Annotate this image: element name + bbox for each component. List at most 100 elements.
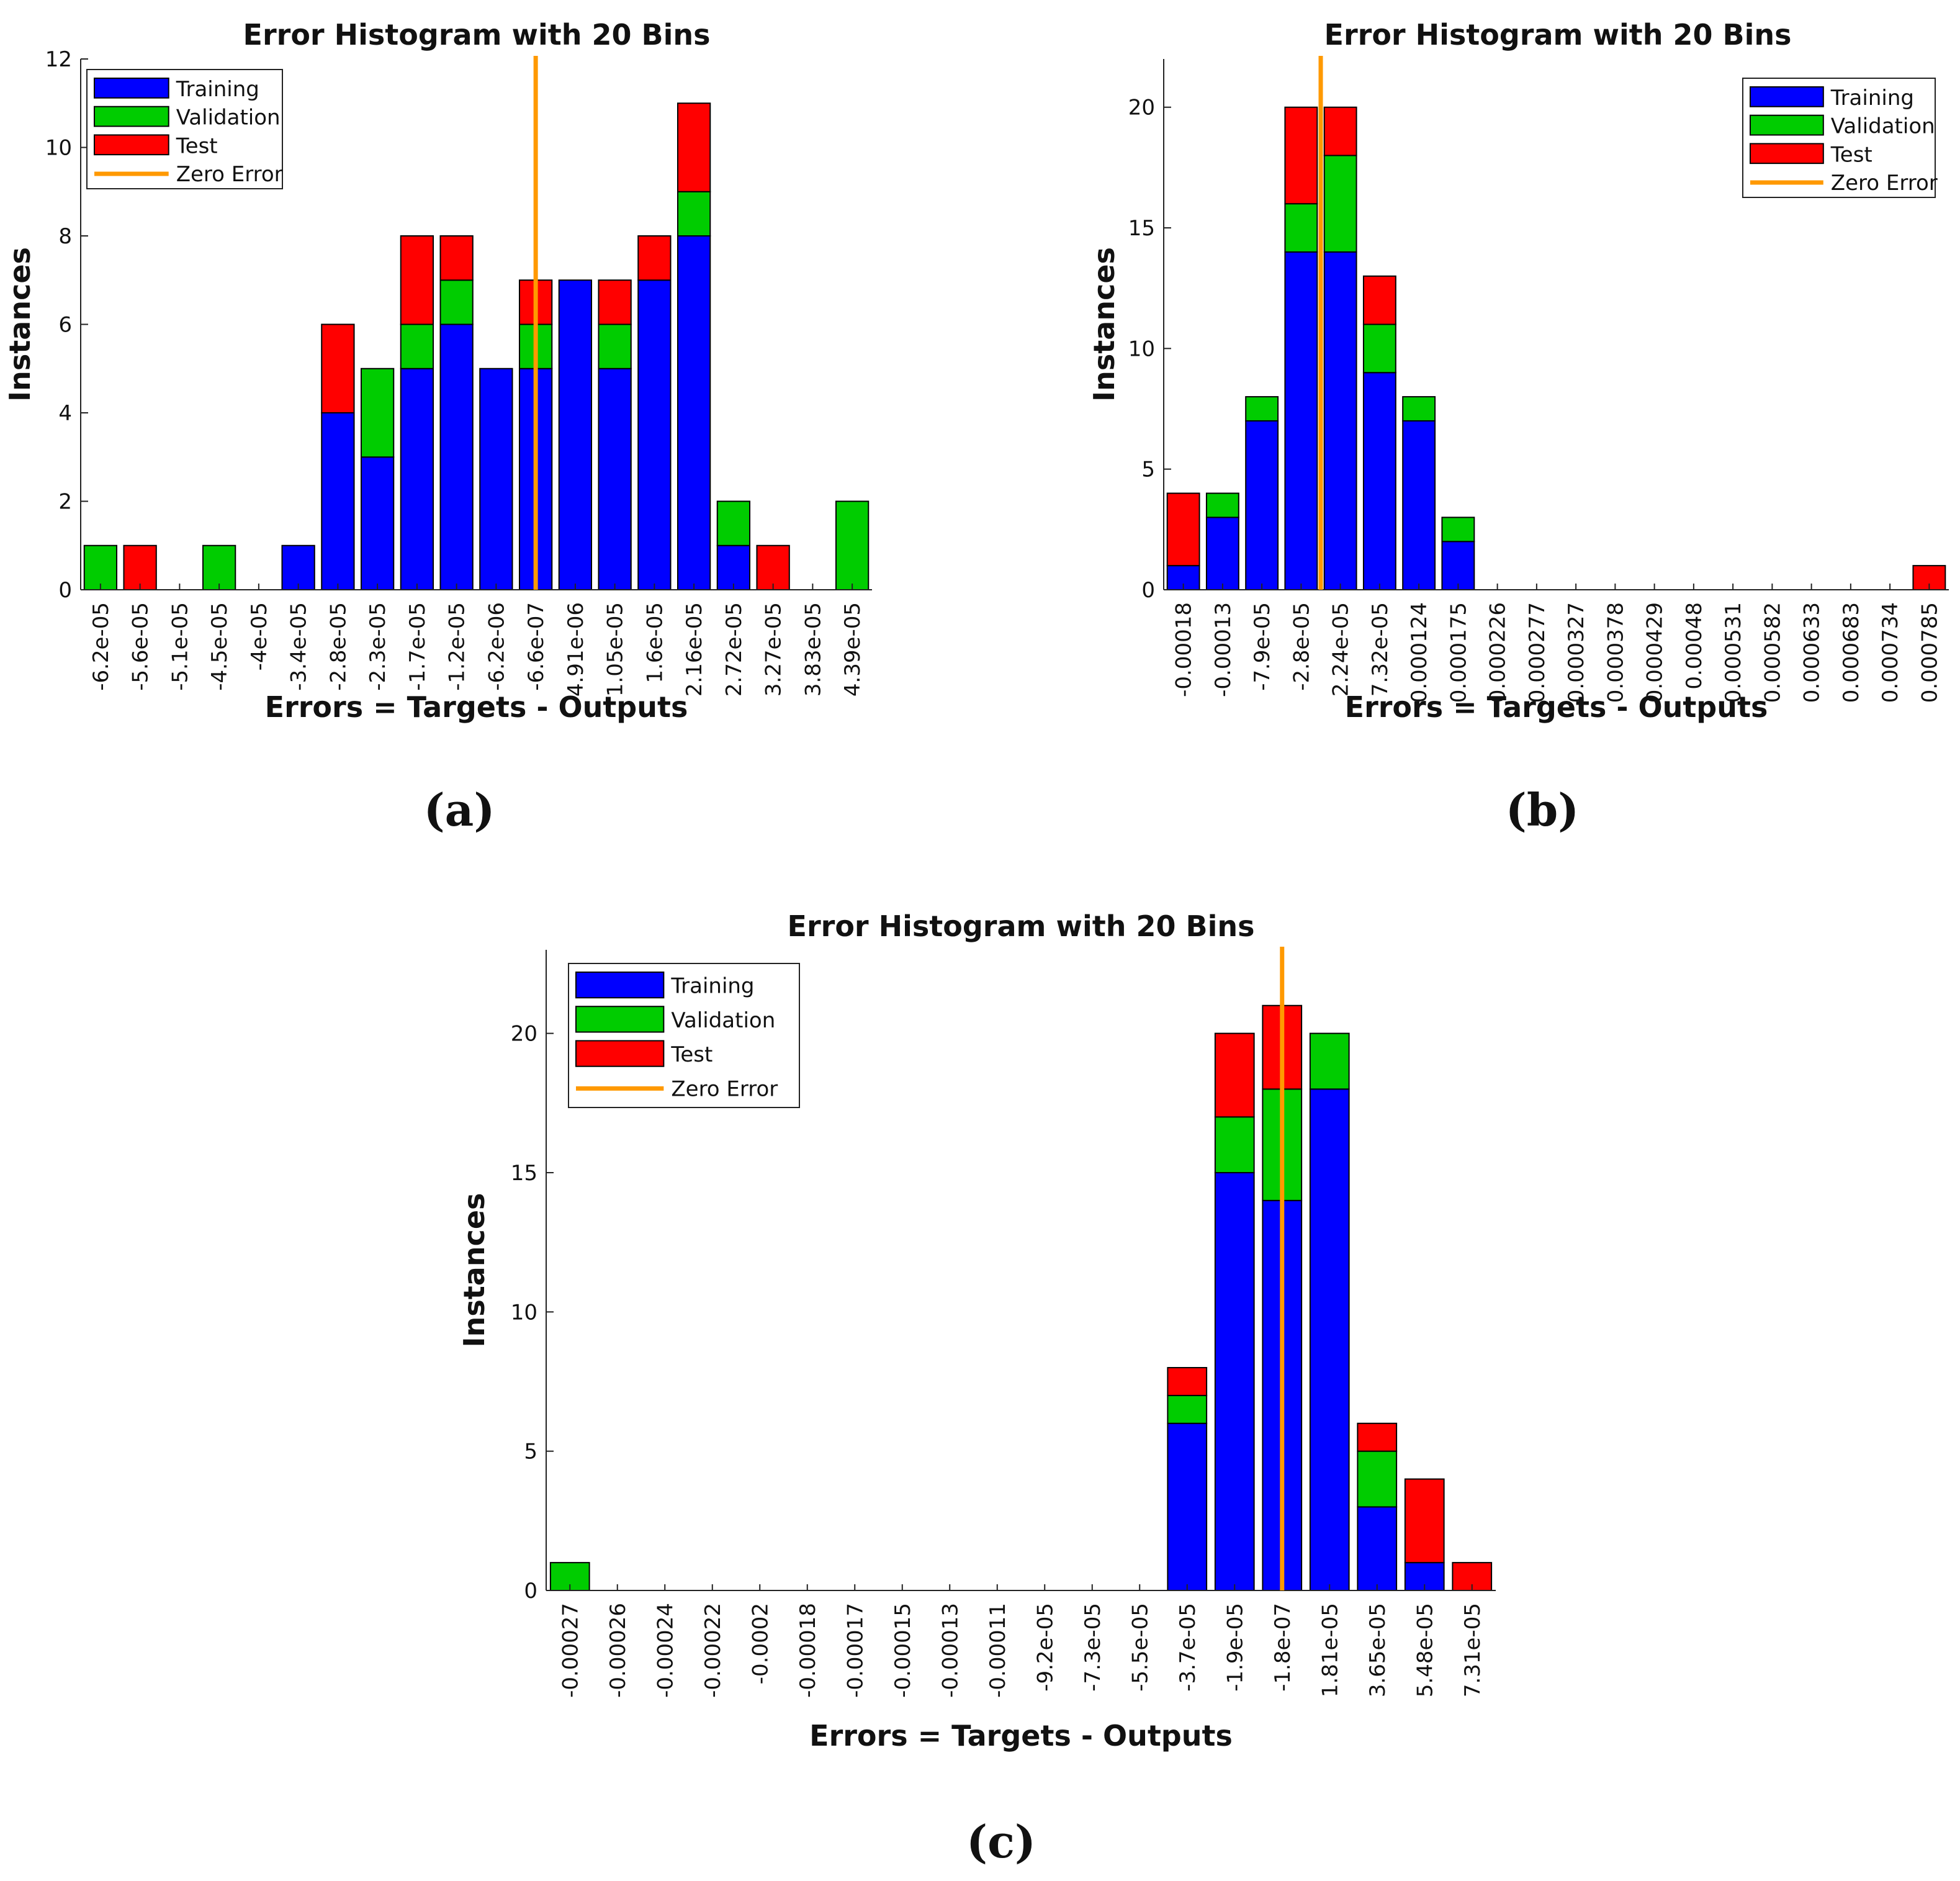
x-tick-label: 0.000277 [1525, 602, 1550, 703]
y-tick-label: 15 [511, 1161, 537, 1186]
x-tick-label: 0.000734 [1878, 602, 1903, 703]
legend: Training Validation Test Zero Error [86, 69, 283, 189]
x-tick-label: 0.000531 [1721, 602, 1746, 703]
x-tick-label: -0.00013 [938, 1603, 963, 1698]
x-tick-label: 5.48e-05 [1413, 1603, 1437, 1697]
x-tick-label: -0.00018 [796, 1603, 820, 1698]
bar-training-12 [558, 279, 593, 590]
bar-training-14 [637, 279, 672, 590]
chart-title: Error Histogram with 20 Bins [1324, 18, 1792, 52]
y-tick-label: 20 [1128, 96, 1155, 120]
x-tick-label: -0.00017 [843, 1603, 868, 1698]
x-tick-label: -6.2e-06 [484, 602, 509, 691]
y-tick-label: 0 [1141, 578, 1155, 603]
bar-test-17 [756, 544, 790, 590]
x-tick-label: -0.00013 [1211, 602, 1236, 697]
x-tick-label: -0.00027 [558, 1603, 583, 1698]
bar-test-13 [598, 279, 632, 325]
bar-training-4 [1323, 251, 1357, 590]
bar-validation-1 [1205, 492, 1239, 518]
y-tick-label: 8 [58, 224, 72, 249]
bar-validation-3 [202, 544, 236, 590]
bar-training-2 [1245, 420, 1279, 590]
legend-swatch-training [1750, 86, 1824, 107]
x-tick-label: -6.6e-07 [524, 602, 549, 691]
x-tick-label: 0.000175 [1446, 602, 1471, 703]
bar-training-13 [1167, 1422, 1208, 1592]
legend-label: Training [176, 77, 259, 102]
y-axis-label: Instances [1087, 247, 1121, 402]
bar-training-7 [360, 456, 395, 590]
x-tick-label: 2.16e-05 [682, 602, 707, 697]
bar-validation-13 [598, 323, 632, 369]
y-tick-label: 10 [1128, 336, 1155, 361]
x-tick-label: 1.6e-05 [642, 602, 667, 683]
x-tick-label: -0.00022 [701, 1603, 726, 1698]
x-tick-label: 7.32e-05 [1368, 602, 1393, 697]
bar-test-5 [1362, 275, 1396, 325]
legend-swatch-training [94, 78, 169, 99]
bar-test-14 [1214, 1032, 1255, 1118]
x-tick-label: -2.3e-05 [366, 602, 390, 691]
y-axis-label: Instances [457, 1193, 491, 1348]
bar-training-15 [677, 235, 711, 590]
chart-c: Error Histogram with 20 Bins Instances 0 5 1… [457, 909, 1496, 1752]
bar-training-6 [1402, 420, 1436, 590]
y-tick-label: 10 [511, 1300, 537, 1325]
bar-training-10 [479, 368, 513, 590]
bar-validation-5 [1362, 323, 1396, 374]
x-tick-label: -5.1e-05 [168, 602, 192, 691]
bar-training-5 [1362, 372, 1396, 591]
x-tick-label: -9.2e-05 [1033, 1603, 1058, 1692]
bar-test-17 [1357, 1422, 1398, 1452]
bar-training-14 [1214, 1171, 1255, 1591]
x-tick-label: -0.00026 [606, 1603, 631, 1698]
bar-training-5 [281, 544, 315, 590]
x-tick-label: -5.6e-05 [128, 602, 153, 691]
legend-label: Validation [1831, 114, 1935, 139]
bar-test-18 [1404, 1478, 1445, 1564]
bar-test-8 [400, 235, 434, 325]
x-tick-label: -7.3e-05 [1081, 1603, 1105, 1692]
x-tick-label: 4.91e-06 [564, 602, 588, 697]
bar-test-3 [1284, 106, 1318, 205]
x-tick-label: 0.000683 [1839, 602, 1864, 703]
bar-test-15 [677, 102, 711, 192]
x-tick-label: 0.000429 [1643, 602, 1668, 703]
x-tick-label: 0.000124 [1407, 602, 1432, 703]
x-tick-label: 0.000785 [1917, 602, 1942, 703]
x-tick-label: -1.9e-05 [1223, 1603, 1247, 1692]
x-tick-label: -0.00018 [1172, 602, 1197, 697]
x-tick-label: -4.5e-05 [207, 602, 232, 691]
bar-test-9 [439, 235, 474, 281]
y-tick-label: 20 [511, 1022, 537, 1047]
y-tick-label: 15 [1128, 216, 1155, 241]
bar-training-7 [1441, 541, 1475, 590]
bar-validation-16 [716, 500, 751, 546]
legend-swatch-test [94, 134, 169, 156]
legend-label: Zero Error [671, 1076, 778, 1101]
x-tick-label: 4.39e-05 [840, 602, 865, 697]
bar-training-3 [1284, 251, 1318, 590]
legend-label: Training [670, 974, 754, 999]
bar-validation-14 [1214, 1116, 1255, 1173]
x-tick-label: 0.00048 [1682, 602, 1707, 690]
chart-b: Error Histogram with 20 Bins Instances 0 5 1… [1087, 18, 1949, 724]
bar-test-0 [1166, 492, 1200, 567]
x-axis-label: Errors = Targets - Outputs [265, 690, 688, 724]
legend-label: Test [176, 133, 218, 158]
x-tick-label: -4e-05 [247, 602, 272, 670]
bar-validation-7 [360, 368, 395, 458]
bar-test-14 [637, 235, 672, 281]
bar-validation-2 [1245, 396, 1279, 422]
x-tick-label: -1.7e-05 [405, 602, 430, 691]
x-tick-label: -3.4e-05 [287, 602, 312, 691]
chart-title: Error Histogram with 20 Bins [788, 909, 1255, 943]
legend-label: Validation [176, 106, 281, 130]
bar-training-16 [1309, 1088, 1350, 1591]
x-tick-label: 1.81e-05 [1318, 1603, 1342, 1697]
legend-swatch-test [575, 1040, 665, 1067]
caption-a: (a) [424, 783, 495, 836]
y-tick-label: 5 [524, 1440, 537, 1464]
